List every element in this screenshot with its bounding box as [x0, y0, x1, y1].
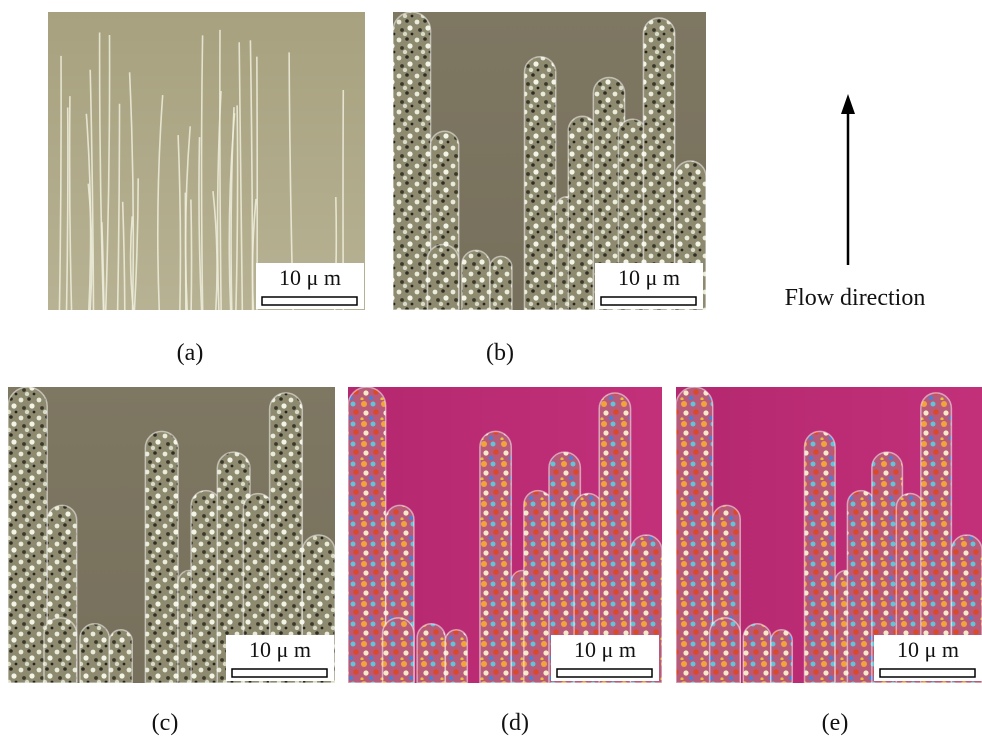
- dendrite: [383, 618, 414, 683]
- streak: [191, 199, 192, 310]
- dendrite: [348, 387, 386, 683]
- dendrite: [524, 491, 552, 683]
- dendrite: [393, 12, 431, 310]
- scale-bar-label: 10 μ m: [249, 637, 311, 662]
- scale-bar-label: 10 μ m: [279, 265, 341, 290]
- dendrite: [524, 57, 555, 310]
- scale-bar-label: 10 μ m: [574, 637, 636, 662]
- panel-c: 10 μ m: [8, 387, 335, 683]
- dendrite: [771, 630, 792, 683]
- arrow-head: [841, 94, 855, 114]
- dendrite: [462, 250, 490, 310]
- panel-b: 10 μ m: [393, 12, 706, 310]
- scale-bar: [262, 297, 357, 305]
- scale-bar: [557, 669, 652, 677]
- dendrite: [191, 491, 220, 683]
- dendrite: [490, 256, 512, 310]
- scale-bar-label: 10 μ m: [618, 265, 680, 290]
- dendrite: [80, 624, 109, 683]
- panel-e: 10 μ m: [676, 387, 982, 683]
- scale-bar: [232, 669, 327, 677]
- scale-bar: [880, 669, 975, 677]
- dendrite: [805, 431, 836, 683]
- dendrite: [417, 624, 445, 683]
- dendrite: [109, 630, 132, 683]
- flow-label: Flow direction: [785, 285, 926, 311]
- panel-label: (e): [822, 710, 849, 736]
- panel-label: (c): [152, 710, 179, 736]
- dendrite: [710, 618, 741, 683]
- panel-a: 10 μ m: [48, 12, 365, 310]
- dendrite: [676, 387, 713, 683]
- dendrite: [568, 116, 596, 310]
- panel-label: (d): [501, 710, 529, 736]
- scale-bar: [601, 297, 696, 305]
- dendrite: [44, 618, 77, 683]
- dendrite: [743, 624, 771, 683]
- dendrite: [480, 431, 511, 683]
- panel-d: 10 μ m: [348, 387, 662, 683]
- dendrite: [445, 630, 467, 683]
- dendrite: [145, 431, 178, 683]
- panel-label: (b): [486, 340, 514, 366]
- dendrite: [847, 491, 875, 683]
- panel-label: (a): [177, 340, 204, 366]
- dendrite: [8, 387, 47, 683]
- dendrite: [427, 244, 458, 310]
- scale-bar-label: 10 μ m: [897, 637, 959, 662]
- figure: 10 μ m 10 μ m 10 μ m 10 μ m 10 μ m Flow …: [0, 0, 982, 741]
